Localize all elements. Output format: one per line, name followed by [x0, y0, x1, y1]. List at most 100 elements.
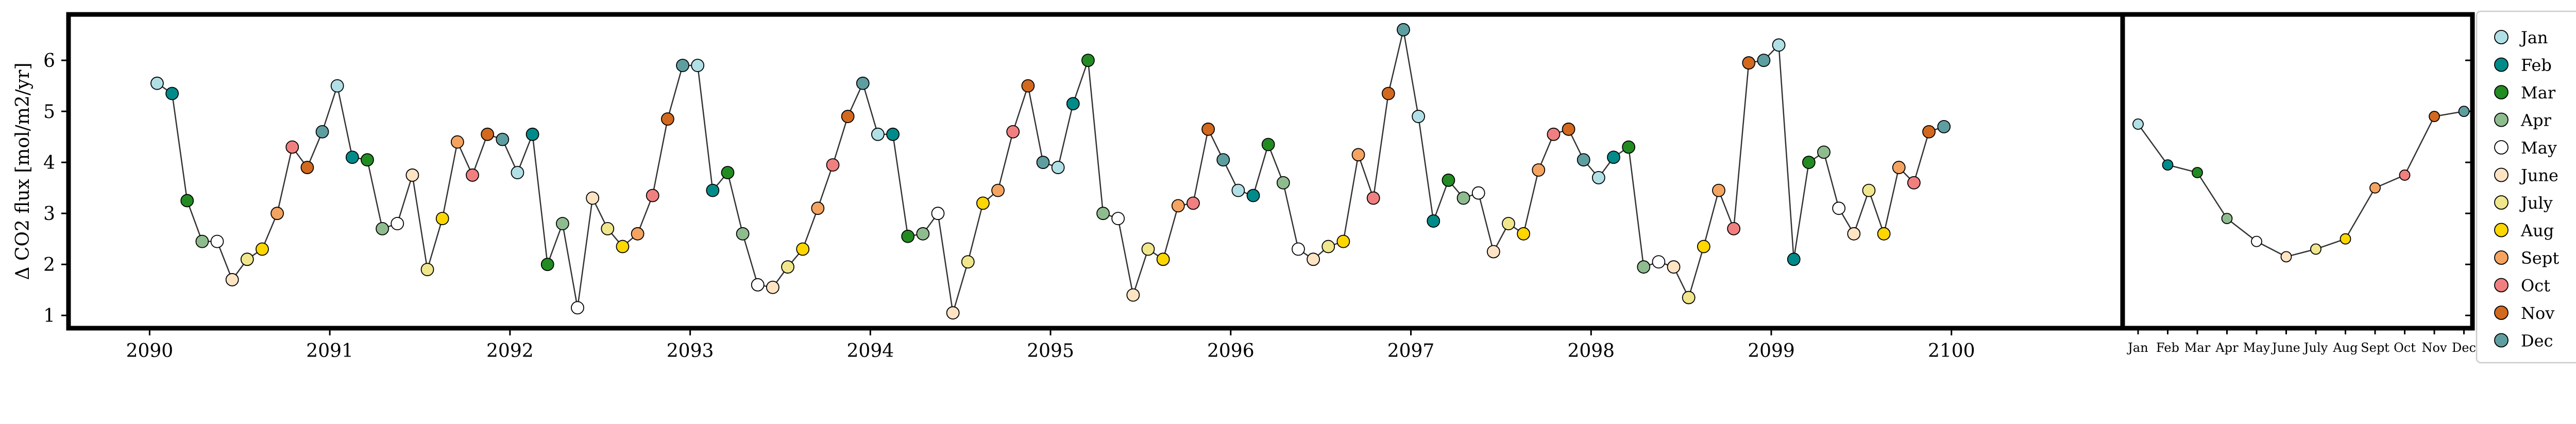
data-point: [931, 207, 945, 221]
data-point: [1577, 153, 1590, 167]
data-point: [811, 201, 825, 215]
data-point: [796, 242, 810, 256]
data-point: [195, 234, 209, 248]
data-point: [270, 207, 284, 221]
data-point: [1817, 145, 1831, 159]
x-tick-label: 2100: [1928, 341, 1975, 362]
data-point: [1547, 127, 1561, 141]
legend-label: May: [2521, 138, 2557, 158]
data-point: [1907, 176, 1921, 190]
x-tick-label: 2097: [1387, 341, 1435, 362]
data-point: [345, 150, 359, 164]
data-point: [1126, 288, 1140, 302]
data-point: [1471, 186, 1485, 200]
data-point: [961, 255, 975, 269]
data-point: [1757, 54, 1771, 67]
y-tick-label: 1: [43, 306, 55, 327]
data-point: [2132, 118, 2144, 130]
data-point: [1637, 260, 1651, 274]
data-point: [1066, 97, 1080, 111]
data-point: [1292, 242, 1305, 256]
legend: Jan Feb Mar Apr May June July Aug Sept Oct Nov Dec: [2476, 10, 2576, 364]
y-tick-label: 4: [43, 152, 55, 174]
data-point: [616, 240, 630, 253]
x-tick-label: Nov: [2421, 341, 2447, 355]
data-point: [706, 183, 720, 197]
data-point: [435, 212, 449, 225]
data-point: [1111, 212, 1125, 225]
data-point: [165, 87, 179, 100]
data-point: [481, 127, 495, 141]
data-point: [1502, 217, 1515, 230]
data-point: [601, 222, 615, 235]
data-point: [285, 140, 299, 154]
y-tick-label: 6: [43, 50, 55, 72]
climatology-plot: Jan Feb Mar Apr May June July Aug Sept Oct Nov Dec: [2120, 12, 2476, 355]
data-point: [1486, 245, 1500, 259]
data-point: [300, 161, 314, 174]
data-point: [1351, 148, 1365, 162]
x-tick-label: 2094: [847, 341, 894, 362]
x-tick-label: Feb: [2156, 341, 2179, 355]
data-point: [1832, 201, 1846, 215]
data-point: [1096, 207, 1110, 221]
data-point: [1321, 240, 1335, 253]
x-tick-label: Dec: [2452, 341, 2476, 355]
data-point: [405, 168, 419, 182]
data-point: [1006, 125, 1020, 139]
x-tick-label: 2095: [1027, 341, 1074, 362]
data-point: [736, 227, 750, 241]
data-point: [646, 189, 659, 202]
data-point: [1607, 150, 1620, 164]
data-point: [1427, 214, 1440, 228]
legend-label: June: [2519, 166, 2558, 185]
data-point: [991, 183, 1005, 197]
data-point: [376, 222, 389, 235]
data-point: [1171, 199, 1185, 213]
y-tick-label: 3: [43, 203, 55, 225]
x-tick-label: 2091: [306, 341, 353, 362]
data-point: [496, 132, 510, 146]
x-tick-label: 2092: [486, 341, 534, 362]
data-point: [150, 76, 164, 90]
x-tick-label: July: [2302, 341, 2328, 355]
data-point: [2192, 167, 2203, 178]
data-point: [1307, 252, 1320, 266]
data-point: [1036, 156, 1050, 169]
x-tick-label: 2090: [126, 341, 174, 362]
legend-marker: [2494, 85, 2509, 99]
x-tick-label: 2099: [1748, 341, 1795, 362]
data-point: [225, 273, 239, 286]
legend-marker: [2494, 278, 2509, 293]
data-point: [571, 301, 584, 315]
data-point: [631, 227, 645, 241]
data-point: [1802, 156, 1816, 169]
x-tick-label: Oct: [2394, 341, 2416, 355]
data-point: [1727, 222, 1741, 235]
x-tick-label: Apr: [2215, 341, 2239, 355]
data-point: [901, 229, 915, 243]
data-point: [1261, 138, 1275, 151]
data-point: [2340, 233, 2351, 245]
legend-label: Dec: [2521, 331, 2553, 351]
data-point: [2162, 159, 2174, 171]
data-point: [676, 59, 689, 72]
data-point: [1412, 110, 1426, 123]
data-point: [1141, 242, 1155, 256]
legend-label: July: [2519, 193, 2553, 213]
data-point: [721, 166, 735, 179]
data-point: [555, 217, 569, 230]
data-point: [450, 135, 464, 149]
data-point: [1336, 234, 1350, 248]
data-point: [1922, 125, 1936, 139]
data-point: [1081, 54, 1095, 67]
data-point: [1562, 122, 1575, 136]
data-point: [886, 127, 900, 141]
data-point: [946, 306, 960, 320]
data-point: [420, 263, 434, 277]
data-point: [240, 252, 254, 266]
data-point: [1697, 240, 1710, 253]
data-point: [540, 258, 554, 272]
legend-marker: [2494, 140, 2509, 155]
